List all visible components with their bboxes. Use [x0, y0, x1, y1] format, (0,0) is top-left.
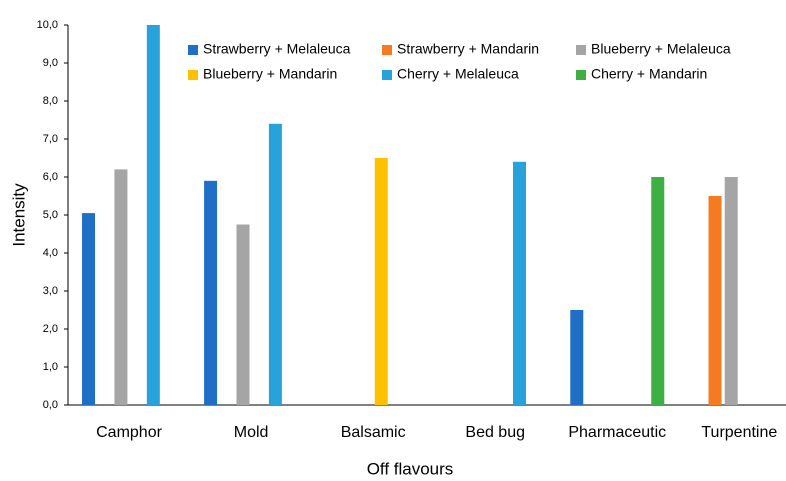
- bar: [724, 177, 738, 405]
- y-tick-label: 5,0: [43, 209, 58, 221]
- bar: [204, 180, 218, 405]
- legend-swatch: [382, 45, 392, 55]
- bar: [146, 25, 160, 405]
- x-tick-label: Bed bug: [465, 424, 525, 441]
- bar: [708, 196, 722, 405]
- legend-swatch: [382, 70, 392, 80]
- bar: [236, 224, 250, 405]
- bar: [114, 169, 128, 405]
- legend-label: Blueberry + Melaleuca: [591, 41, 731, 57]
- y-tick-label: 9,0: [43, 57, 58, 69]
- y-tick-label: 10,0: [37, 19, 58, 31]
- x-tick-label: Pharmaceutic: [568, 424, 666, 441]
- x-tick-label: Turpentine: [701, 424, 777, 441]
- bar: [570, 310, 584, 405]
- x-tick-label: Camphor: [96, 424, 162, 441]
- legend-label: Blueberry + Mandarin: [203, 66, 337, 82]
- y-tick-label: 8,0: [43, 95, 58, 107]
- y-tick-label: 1,0: [43, 361, 58, 373]
- y-tick-label: 0,0: [43, 399, 58, 411]
- legend-label: Cherry + Melaleuca: [397, 66, 519, 82]
- bar: [513, 161, 527, 405]
- y-tick-label: 3,0: [43, 285, 58, 297]
- y-tick-label: 4,0: [43, 247, 58, 259]
- y-tick-label: 7,0: [43, 133, 58, 145]
- legend-swatch: [576, 45, 586, 55]
- x-tick-label: Mold: [234, 424, 269, 441]
- y-axis-title: Intensity: [9, 183, 28, 247]
- legend-swatch: [576, 70, 586, 80]
- bar: [82, 213, 96, 405]
- bar: [268, 123, 282, 406]
- y-tick-label: 6,0: [43, 171, 58, 183]
- y-tick-label: 2,0: [43, 323, 58, 335]
- bar: [374, 158, 388, 405]
- legend-label: Cherry + Mandarin: [591, 66, 707, 82]
- legend-label: Strawberry + Melaleuca: [203, 41, 351, 57]
- legend-swatch: [188, 45, 198, 55]
- x-axis-title: Off flavours: [367, 459, 454, 478]
- legend-swatch: [188, 70, 198, 80]
- bar: [651, 177, 665, 405]
- legend-label: Strawberry + Mandarin: [397, 41, 539, 57]
- x-tick-label: Balsamic: [341, 424, 406, 441]
